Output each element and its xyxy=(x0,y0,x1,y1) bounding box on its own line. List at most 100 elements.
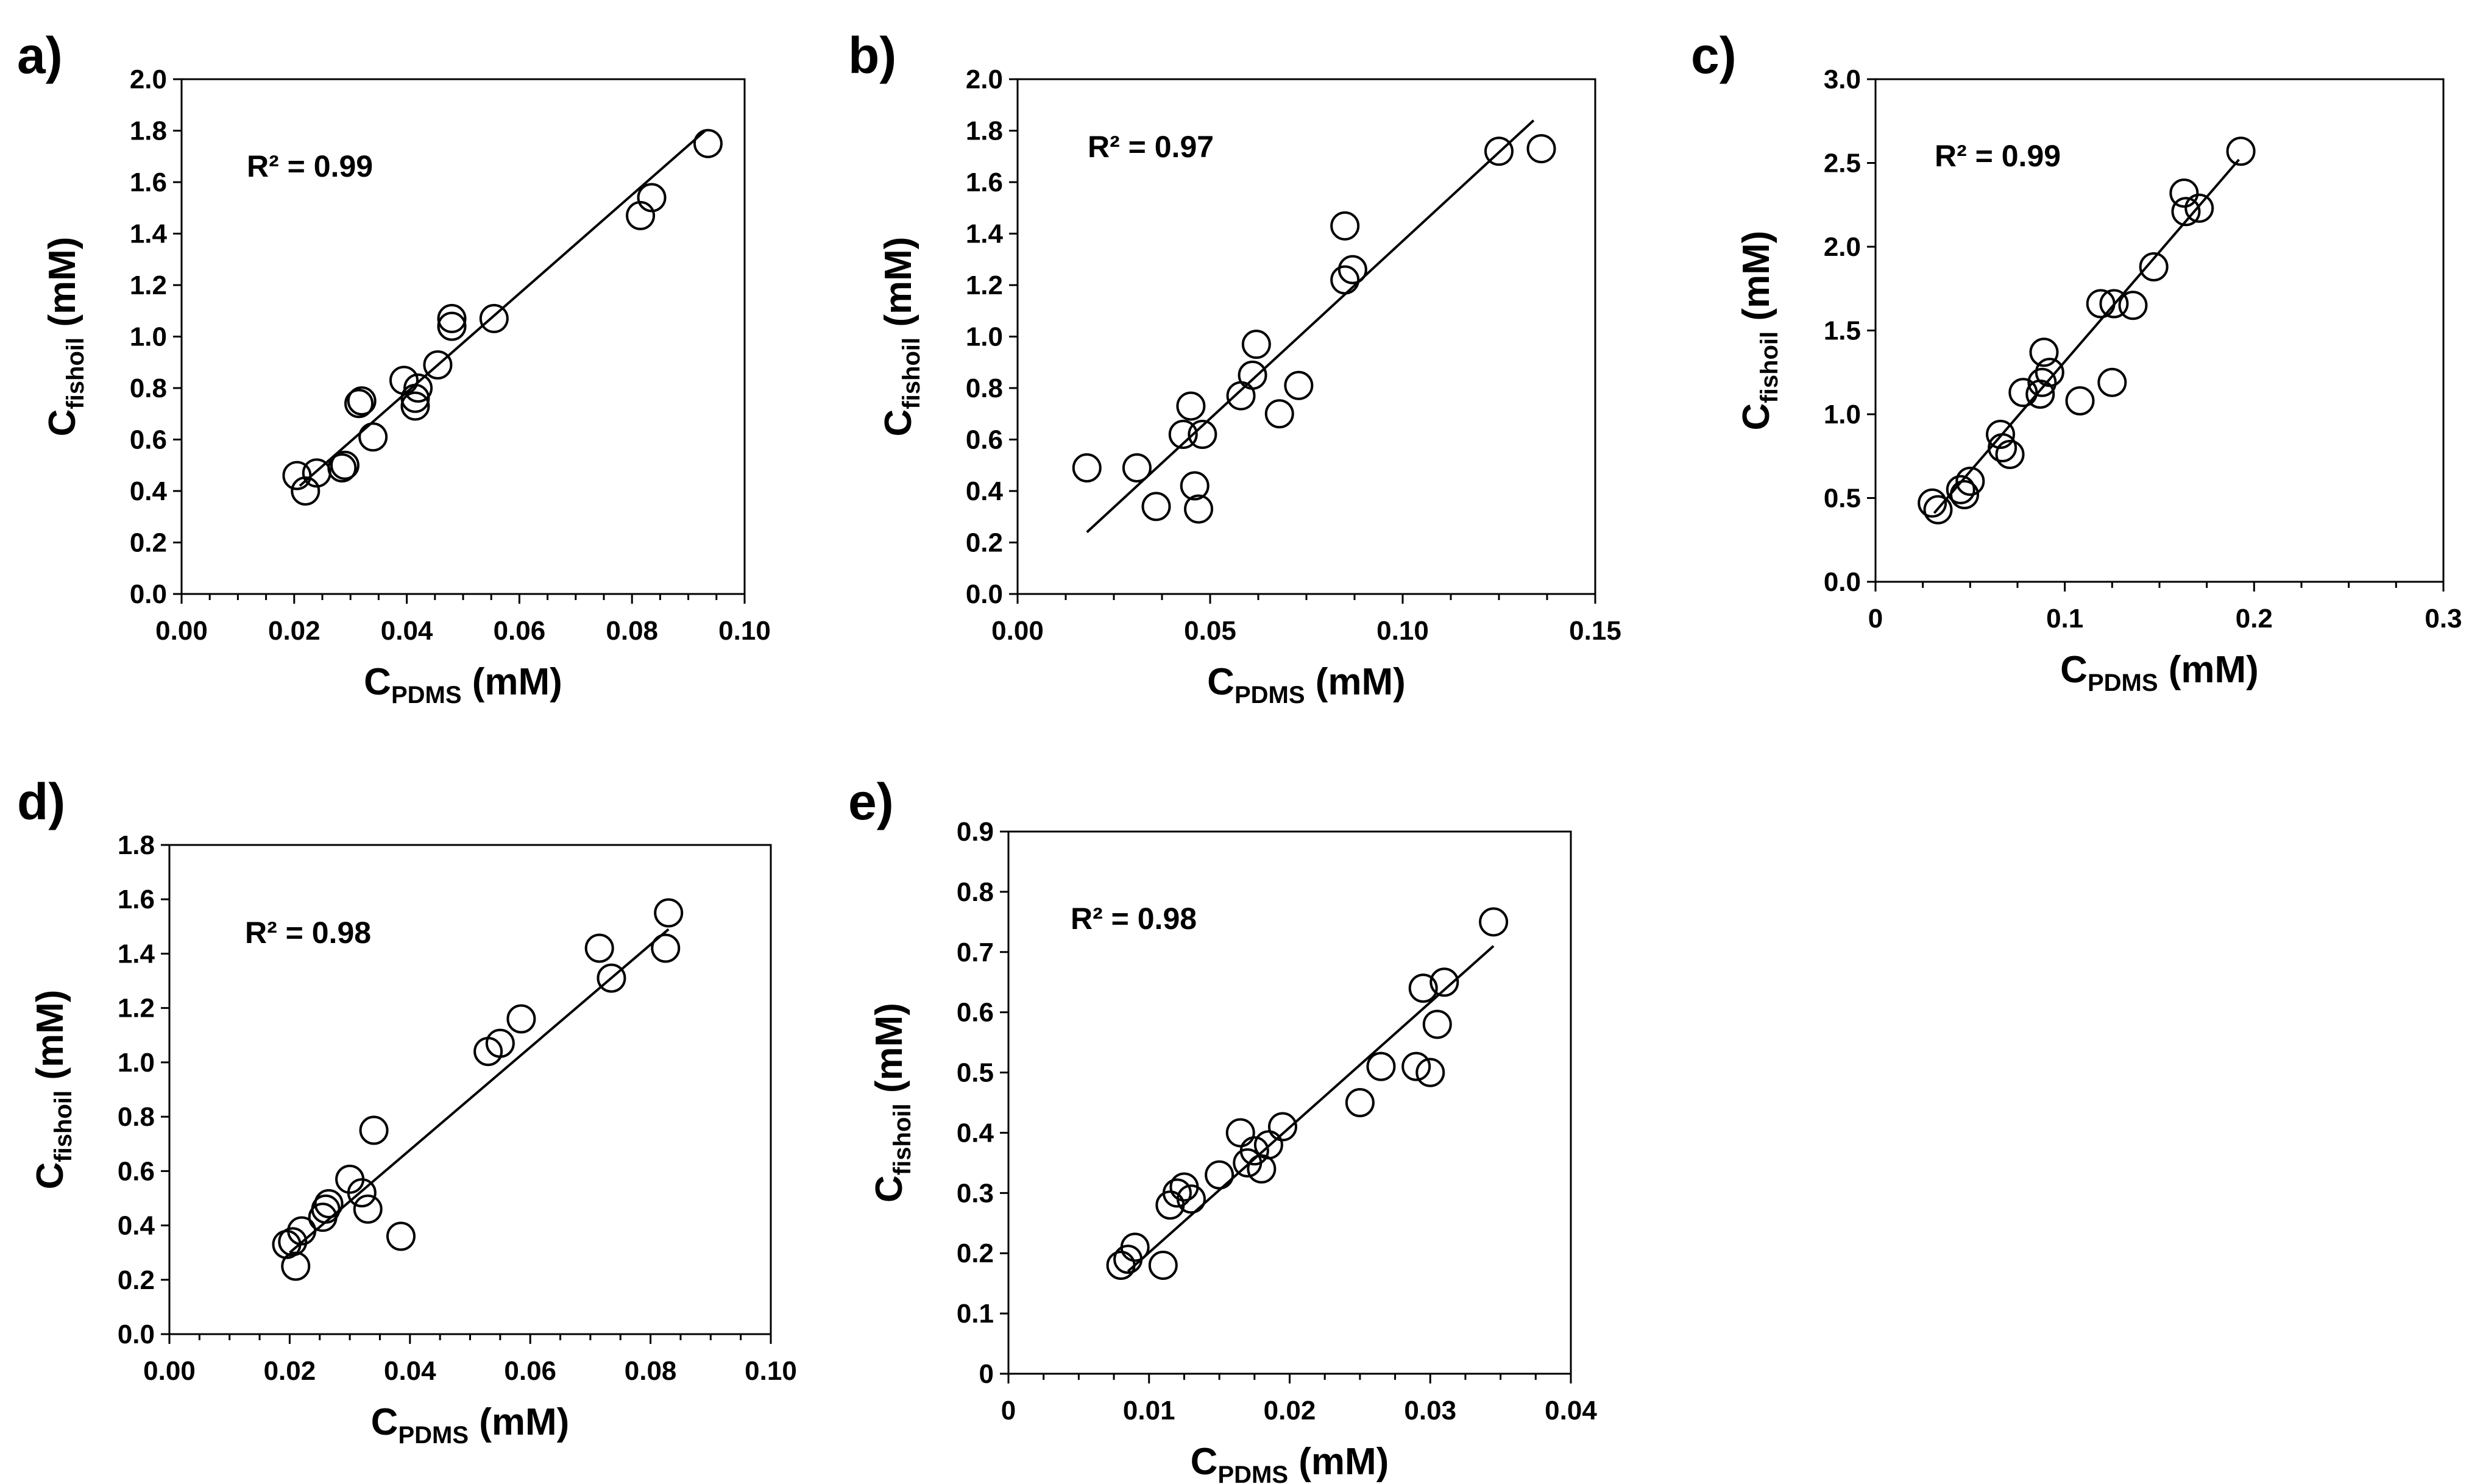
x-tick-label: 0.00 xyxy=(991,616,1044,646)
y-tick-label: 0.1 xyxy=(957,1299,994,1329)
data-point xyxy=(1264,399,1294,429)
data-point xyxy=(1337,255,1367,284)
panel-label: c) xyxy=(1691,27,1737,84)
y-axis-label: Cfishoil (mM) xyxy=(868,1003,916,1203)
data-point xyxy=(2171,197,2201,227)
y-tick-label: 0.0 xyxy=(966,579,1003,609)
x-axis-label: CPDMS (mM) xyxy=(2060,649,2259,696)
y-tick-label: 1.5 xyxy=(1824,316,1861,346)
data-point xyxy=(347,386,377,416)
data-point xyxy=(506,1004,536,1034)
y-tick-label: 0.8 xyxy=(957,877,994,907)
y-tick-label: 0.9 xyxy=(957,817,994,847)
data-point xyxy=(1408,973,1438,1003)
data-point xyxy=(1225,1118,1255,1148)
data-point xyxy=(2008,378,2038,408)
data-point xyxy=(1188,420,1217,450)
panel-label: b) xyxy=(848,27,896,84)
data-point xyxy=(2139,252,2169,281)
data-point xyxy=(1986,420,2016,449)
data-point xyxy=(597,963,626,993)
y-tick-label: 0.8 xyxy=(130,373,167,403)
data-point xyxy=(311,1194,341,1224)
data-point xyxy=(423,350,453,380)
x-axis-label: CPDMS (mM) xyxy=(364,661,562,708)
x-axis-label: CPDMS (mM) xyxy=(371,1401,570,1449)
x-axis-label: CPDMS (mM) xyxy=(1207,661,1406,708)
data-point xyxy=(1950,480,1980,509)
data-point xyxy=(314,1189,344,1218)
data-point xyxy=(1176,391,1206,421)
data-point xyxy=(1162,1178,1192,1208)
y-tick-label: 1.4 xyxy=(118,939,155,969)
x-axis-label: CPDMS (mM) xyxy=(1191,1441,1389,1484)
y-tick-label: 0.6 xyxy=(118,1156,155,1186)
y-tick-label: 1.0 xyxy=(966,322,1003,352)
panel-2: 0.00 0.05 0.10 0.15 0.0 0.2 0.4 0.6 0.8 1.0 1.2 1.4… xyxy=(848,27,1621,708)
fit-line xyxy=(1933,158,2240,514)
data-point xyxy=(400,383,430,413)
data-point xyxy=(281,1251,311,1281)
panel-4: 0.00 0.02 0.04 0.06 0.08 0.10 0.0 0.2 0.4 0.6 0.8 1… xyxy=(17,773,797,1449)
x-tick-label: 0.06 xyxy=(494,616,546,646)
y-tick-label: 0.0 xyxy=(130,579,167,609)
data-point xyxy=(327,453,357,482)
data-point xyxy=(359,1115,389,1145)
data-point xyxy=(1479,907,1509,937)
x-tick-label: 0.00 xyxy=(155,616,208,646)
data-point xyxy=(1366,1051,1396,1081)
data-point xyxy=(282,461,312,490)
data-point xyxy=(1106,1251,1136,1280)
y-tick-label: 0.2 xyxy=(957,1238,994,1268)
data-point xyxy=(1184,494,1214,524)
data-point xyxy=(1918,488,1947,518)
r-squared-annotation: R² = 0.98 xyxy=(1071,902,1197,936)
x-tick-label: 0 xyxy=(1001,1396,1016,1426)
x-tick-label: 0.3 xyxy=(2425,604,2462,634)
data-point xyxy=(1415,1058,1445,1087)
x-tick-label: 0.02 xyxy=(268,616,321,646)
data-point xyxy=(1241,330,1271,359)
x-tick-label: 0.2 xyxy=(2236,604,2273,634)
y-tick-label: 0.5 xyxy=(1824,484,1861,514)
data-point xyxy=(654,898,684,928)
x-tick-label: 0.04 xyxy=(381,616,433,646)
data-point xyxy=(2097,367,2127,397)
panel-label: a) xyxy=(17,27,63,84)
y-tick-label: 0.6 xyxy=(966,425,1003,455)
y-tick-label: 0.0 xyxy=(1824,567,1861,597)
y-tick-label: 1.2 xyxy=(966,270,1003,300)
data-point xyxy=(2065,386,2095,415)
y-axis-label: Cfishoil (mM) xyxy=(877,237,925,437)
x-tick-label: 0.04 xyxy=(384,1356,436,1386)
data-point xyxy=(2184,193,2214,223)
data-point xyxy=(344,389,374,419)
data-point xyxy=(2226,136,2256,166)
x-tick-label: 0.02 xyxy=(264,1356,316,1386)
data-point xyxy=(386,1221,416,1251)
data-point xyxy=(403,373,433,403)
y-tick-label: 1.6 xyxy=(130,168,167,197)
y-tick-label: 1.8 xyxy=(118,830,155,860)
data-point xyxy=(651,933,681,963)
y-tick-label: 2.0 xyxy=(130,65,167,94)
y-tick-label: 0.5 xyxy=(957,1058,994,1088)
data-point xyxy=(437,303,467,333)
data-point xyxy=(2086,289,2116,319)
y-tick-label: 0.2 xyxy=(118,1265,155,1295)
data-point xyxy=(1141,492,1171,521)
data-point xyxy=(2035,358,2064,387)
data-point xyxy=(1995,440,2025,469)
x-tick-label: 0.10 xyxy=(1376,616,1429,646)
fit-line xyxy=(1086,119,1535,534)
y-tick-label: 1.6 xyxy=(118,885,155,914)
x-tick-label: 0.15 xyxy=(1569,616,1621,646)
data-point xyxy=(358,422,388,452)
data-point xyxy=(1180,471,1210,501)
data-point xyxy=(330,450,360,480)
data-point xyxy=(437,311,467,341)
y-tick-label: 1.8 xyxy=(966,116,1003,146)
data-point xyxy=(291,476,321,506)
x-tick-label: 0.05 xyxy=(1184,616,1236,646)
data-point xyxy=(1122,453,1152,482)
